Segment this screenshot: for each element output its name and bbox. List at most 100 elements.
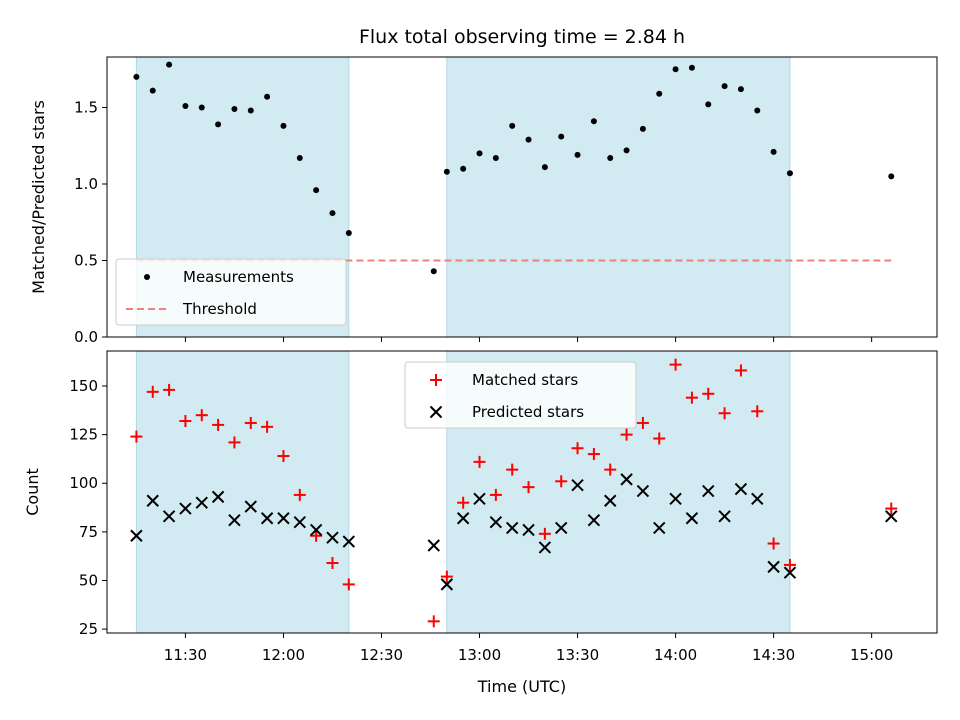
data-point [277,512,290,525]
data-point [522,481,535,494]
data-point [489,488,502,501]
data-point [669,358,682,371]
data-point [489,515,503,529]
data-point [571,478,584,492]
data-point [309,523,323,537]
data-point [604,494,617,507]
data-point [525,136,532,143]
data-point [460,165,467,172]
legend-label: Threshold [182,300,257,318]
data-point [587,513,601,527]
data-point [146,494,159,507]
data-point [456,512,470,525]
data-point [329,210,336,217]
data-point [261,420,274,433]
data-point [506,463,519,476]
data-point [688,64,695,71]
data-point [783,558,796,571]
shaded-interval-2 [446,56,791,338]
data-point [656,90,663,97]
data-point [228,436,241,449]
data-point [231,106,238,113]
data-point [130,529,143,542]
data-point [342,578,355,591]
data-point [313,187,320,194]
data-point [705,101,712,108]
data-point [443,168,450,175]
x-tick-label: 14:30 [752,646,795,664]
legend-box [404,361,637,429]
data-point [538,541,552,554]
data-point [163,383,176,396]
data-point [885,502,898,515]
data-point [718,407,731,420]
y-tick-label: 150 [69,377,98,395]
data-point [244,500,257,513]
data-point [476,150,483,157]
data-point [195,496,208,509]
data-point [558,133,565,140]
data-point [473,492,486,506]
legend-swatch [429,405,443,419]
y-tick-label: 50 [79,571,98,589]
data-point [264,93,271,100]
data-point [280,122,287,129]
data-point [604,463,617,476]
x-tick-label: 12:00 [262,646,305,664]
legend: Matched stars Predicted stars [404,361,637,429]
data-point [473,455,486,468]
data-point [133,73,140,80]
data-point [195,409,208,422]
top-y-axis-label: Matched/Predicted stars [29,100,48,294]
chart-title: Flux total observing time = 2.84 h [359,26,685,48]
shaded-interval-1 [135,350,350,634]
data-point [590,118,597,125]
data-point [149,87,156,94]
data-point [162,510,176,523]
data-point [326,531,339,544]
data-point [509,122,516,129]
data-point [440,570,453,583]
data-point [636,484,650,498]
data-point [166,61,173,68]
data-point [427,539,440,552]
data-point [430,268,437,275]
data-point [653,521,666,535]
data-point [672,66,679,73]
x-tick-label: 12:30 [360,646,403,664]
data-point [685,512,699,525]
data-point [669,492,682,506]
data-point [457,496,470,509]
data-point [212,418,225,431]
data-point [751,405,764,418]
data-point [653,432,666,445]
data-point [293,515,307,529]
bottom-y-axis-label: Count [23,468,42,516]
x-tick-label: 11:30 [164,646,207,664]
legend-label: Predicted stars [472,403,584,421]
data-point [247,107,254,114]
data-point [786,170,793,177]
plot-frame [106,56,938,338]
data-point [277,450,290,463]
legend-label: Measurements [183,268,294,286]
data-point [244,416,257,429]
data-point [607,154,614,161]
y-tick-label: 100 [69,474,98,492]
data-point [623,147,630,154]
x-tick-label: 13:30 [556,646,599,664]
y-tick-label: 0.5 [74,251,98,269]
x-tick-label: 14:00 [654,646,697,664]
data-point [182,102,189,109]
data-point [888,173,895,180]
data-point [885,510,898,523]
data-point [326,556,339,569]
series-measurements [133,61,895,275]
data-point [783,566,797,579]
data-point [538,527,551,540]
data-point [293,488,306,501]
data-point [620,473,633,486]
series-predicted-stars [130,473,898,591]
data-point [754,107,761,114]
